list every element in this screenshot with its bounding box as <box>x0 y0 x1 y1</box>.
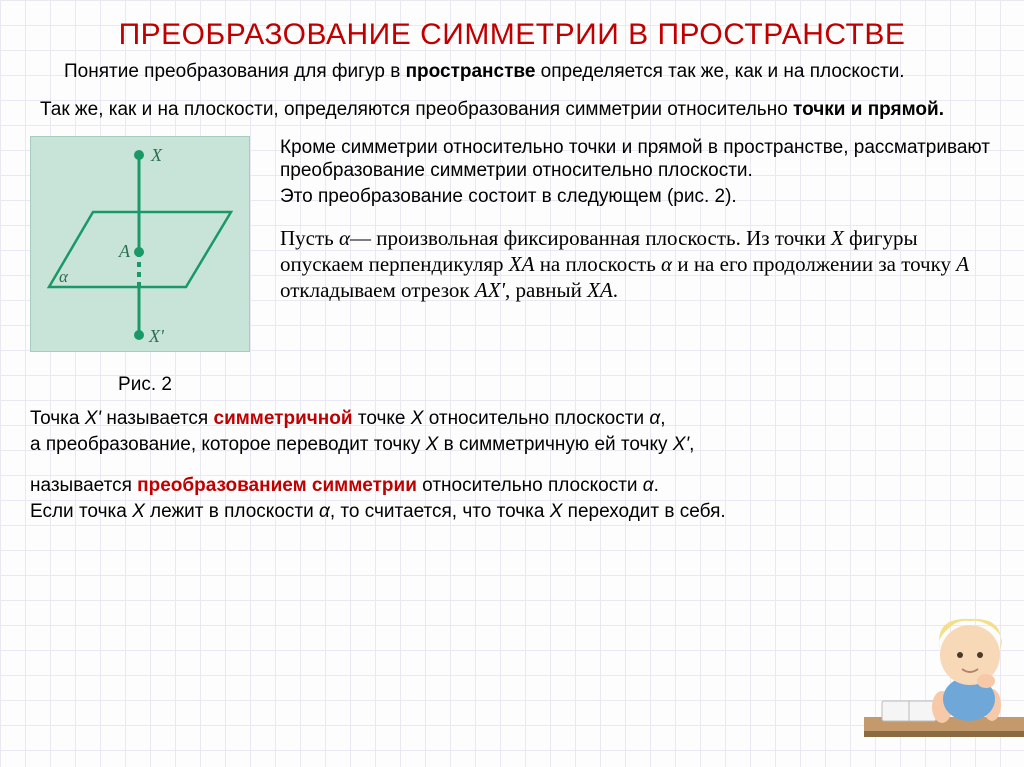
label-xprime: X' <box>148 326 165 346</box>
t: Пусть <box>280 226 339 250</box>
t: относительно плоскости <box>423 408 649 429</box>
text: определяется так же, как и на плоскости. <box>535 61 904 82</box>
hand <box>977 674 995 688</box>
t: X <box>132 501 145 522</box>
t: относительно плоскости <box>417 475 643 496</box>
t: α <box>643 475 654 496</box>
t: AX' <box>475 278 505 302</box>
t: а преобразование, которое переводит точк… <box>30 434 426 455</box>
right-p2: Это преобразование состоит в следующем (… <box>280 185 994 209</box>
symmetry-diagram-svg: X A X' α <box>31 137 251 353</box>
t: лежит в плоскости <box>145 501 319 522</box>
point-x <box>134 150 144 160</box>
t: α <box>339 226 350 250</box>
intro-paragraph-1: Понятие преобразования для фигур в прост… <box>64 60 994 84</box>
right-text-block: Кроме симметрии относительно точки и пря… <box>280 136 994 396</box>
t: откладываем отрезок <box>280 278 475 302</box>
right-p1: Кроме симметрии относительно точки и пря… <box>280 136 994 184</box>
label-alpha: α <box>59 267 69 286</box>
figure-caption: Рис. 2 <box>30 374 260 396</box>
t: называется <box>101 408 213 429</box>
t: X <box>411 408 424 429</box>
t: , <box>689 434 694 455</box>
page-title: ПРЕОБРАЗОВАНИЕ СИММЕТРИИ В ПРОСТРАНСТВЕ <box>30 18 994 52</box>
t: точке <box>353 408 411 429</box>
text: Понятие преобразования для фигур в <box>64 61 406 82</box>
t: , равный <box>505 278 587 302</box>
text-bold: точки и прямой. <box>793 99 944 120</box>
t: Точка <box>30 408 85 429</box>
t: A <box>956 252 969 276</box>
label-a: A <box>118 241 131 261</box>
lower-text-block: Точка X' называется симметричной точке X… <box>30 406 994 526</box>
t: , <box>660 408 665 429</box>
t: на плоскость <box>534 252 661 276</box>
t: — произвольная фиксированная плоскость. … <box>350 226 831 250</box>
lower-p1: Точка X' называется симметричной точке X… <box>30 406 994 459</box>
point-xprime <box>134 330 144 340</box>
lower-p2: называется преобразованием симметрии отн… <box>30 473 994 526</box>
t: и на его продолжении за точку <box>672 252 956 276</box>
t: X' <box>673 434 689 455</box>
highlight: симметричной <box>214 408 353 429</box>
student-illustration <box>864 567 1024 747</box>
right-p3: Пусть α— произвольная фиксированная плос… <box>280 225 994 304</box>
t: . <box>654 475 659 496</box>
figure-column: X A X' α Рис. 2 <box>30 136 260 396</box>
label-x: X <box>150 145 163 165</box>
t: , то считается, что точка <box>330 501 550 522</box>
t: . <box>613 278 618 302</box>
figure-text-row: X A X' α Рис. 2 Кроме симметрии относите… <box>30 136 994 396</box>
t: Если точка <box>30 501 132 522</box>
eye-right <box>977 652 983 658</box>
slide-content: ПРЕОБРАЗОВАНИЕ СИММЕТРИИ В ПРОСТРАНСТВЕ … <box>0 0 1024 560</box>
t: α <box>319 501 330 522</box>
intro-paragraph-2: Так же, как и на плоскости, определяются… <box>40 98 994 122</box>
t: XA <box>587 278 613 302</box>
t: переходит в себя. <box>562 501 725 522</box>
t: в симметричную ей точку <box>438 434 672 455</box>
t: X <box>426 434 439 455</box>
t: α <box>649 408 660 429</box>
t: XA <box>509 252 535 276</box>
t: называется <box>30 475 137 496</box>
t: X <box>831 226 844 250</box>
t: X <box>550 501 563 522</box>
text: Так же, как и на плоскости, определяются… <box>40 99 793 120</box>
point-a <box>134 247 144 257</box>
highlight: преобразованием симметрии <box>137 475 417 496</box>
text-bold: пространстве <box>406 61 536 82</box>
desk-edge <box>864 731 1024 737</box>
eye-left <box>957 652 963 658</box>
t: X' <box>85 408 101 429</box>
figure-diagram: X A X' α <box>30 136 250 352</box>
t: α <box>661 252 672 276</box>
